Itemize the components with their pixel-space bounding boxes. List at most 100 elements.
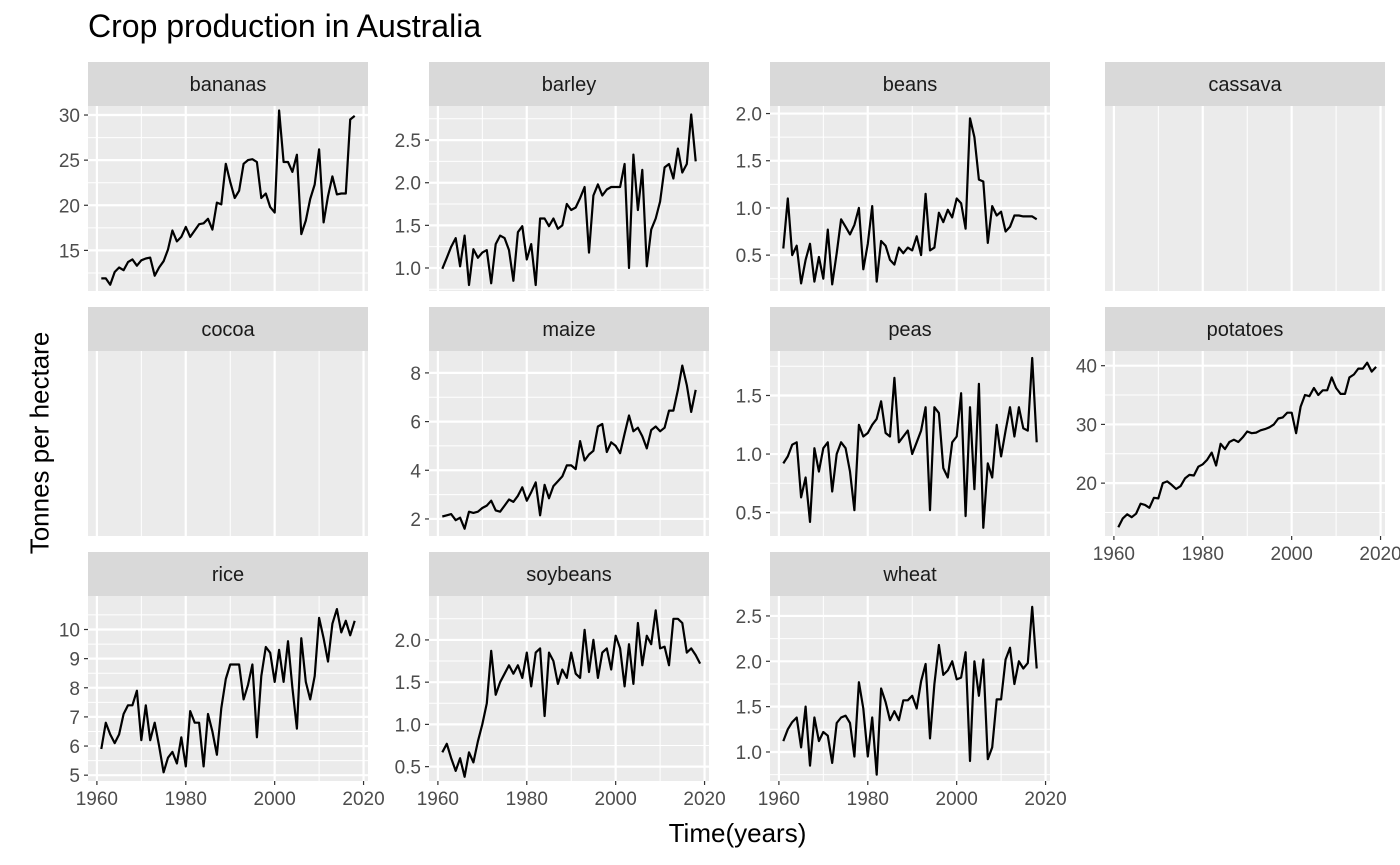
- y-tick-label: 2.0: [736, 652, 762, 673]
- y-axis-title: Tonnes per hectare: [24, 331, 55, 555]
- facet-strip-label: wheat: [882, 564, 937, 586]
- facet-strip-label: cocoa: [201, 319, 255, 341]
- y-tick-label: 7: [69, 708, 80, 729]
- y-tick-label: 8: [69, 679, 80, 700]
- facet-strip-label: soybeans: [526, 564, 612, 586]
- facet-strip: [770, 552, 1050, 596]
- y-tick-label: 15: [59, 241, 80, 262]
- facet-panel-maize: maize 2 4 6 8: [410, 307, 709, 536]
- x-tick-label: 2000: [595, 789, 637, 810]
- y-tick-label: 5: [69, 766, 80, 787]
- facet-strip: [88, 307, 368, 351]
- x-axis-title: Time(years): [668, 818, 807, 848]
- facet-strip: [429, 62, 709, 106]
- x-tick-label: 1960: [76, 789, 118, 810]
- y-tick-label: 1.0: [395, 259, 421, 280]
- y-tick-label: 1.5: [736, 698, 762, 719]
- y-tick-label: 1.5: [736, 152, 762, 173]
- facet-strip: [770, 307, 1050, 351]
- series-line-potatoes: [1117, 361, 1377, 528]
- series-line-rice: [100, 607, 356, 774]
- facet-strip-label: barley: [542, 74, 596, 96]
- facet-panel-cocoa: cocoa: [88, 307, 368, 536]
- x-tick-label: 2000: [936, 789, 978, 810]
- series-line-wheat: [782, 605, 1038, 776]
- y-tick-label: 2.5: [395, 131, 421, 152]
- y-tick-label: 8: [410, 364, 421, 385]
- facet-strip: [429, 552, 709, 596]
- facet-strip: [88, 62, 368, 106]
- x-tick-label: 1960: [417, 789, 459, 810]
- series-line-soybeans: [441, 609, 702, 778]
- y-tick-label: 9: [69, 650, 80, 671]
- facet-panel-wheat: wheat 1.0 1.5 2.0 2.5 1960 1980 2000 2020: [736, 552, 1067, 810]
- y-tick-label: 0.5: [395, 758, 421, 779]
- y-tick-label: 10: [59, 621, 80, 642]
- x-tick-label: 2020: [1024, 789, 1066, 810]
- y-tick-label: 1.0: [736, 743, 762, 764]
- series-line-peas: [782, 356, 1038, 529]
- y-tick-label: 0.5: [736, 504, 762, 525]
- facet-strip-label: cassava: [1208, 74, 1282, 96]
- y-tick-label: 25: [59, 151, 80, 172]
- facet-strip-label: peas: [888, 319, 931, 341]
- facet-strip-label: maize: [542, 319, 595, 341]
- facet-strip: [1105, 307, 1385, 351]
- facet-strip: [88, 552, 368, 596]
- y-tick-label: 2.0: [395, 631, 421, 652]
- y-tick-label: 20: [1076, 474, 1097, 495]
- y-tick-label: 6: [410, 413, 421, 434]
- y-tick-label: 4: [410, 461, 421, 482]
- y-tick-label: 1.0: [736, 199, 762, 220]
- y-tick-label: 20: [59, 196, 80, 217]
- y-tick-label: 2.0: [736, 105, 762, 126]
- y-tick-label: 2.0: [395, 174, 421, 195]
- facet-strip-label: rice: [212, 564, 244, 586]
- y-tick-label: 1.0: [736, 445, 762, 466]
- x-tick-label: 1980: [847, 789, 889, 810]
- series-line-bananas: [101, 109, 356, 286]
- facet-strip-label: beans: [883, 74, 938, 96]
- facet-panel-bananas: bananas 15 20 25 30: [59, 62, 368, 291]
- plot-panel: [1105, 106, 1385, 291]
- facet-panel-cassava: cassava: [1105, 62, 1385, 291]
- facet-panel-potatoes: potatoes 20 30 40 1960 1980 2000 2020: [1076, 307, 1400, 565]
- x-tick-label: 2020: [342, 789, 384, 810]
- facet-strip-label: bananas: [190, 74, 267, 96]
- plot-panel: [88, 106, 368, 291]
- plot-panel: [1105, 351, 1385, 536]
- x-tick-label: 1980: [1182, 544, 1224, 565]
- x-tick-label: 1980: [506, 789, 548, 810]
- x-tick-label: 1980: [165, 789, 207, 810]
- x-tick-label: 2020: [1359, 544, 1400, 565]
- chart-title: Crop production in Australia: [88, 8, 482, 44]
- x-tick-label: 2000: [254, 789, 296, 810]
- y-tick-label: 2: [410, 510, 421, 531]
- facet-panel-soybeans: soybeans 0.5 1.0 1.5 2.0 1960 1980 2000 2020: [395, 552, 726, 810]
- facet-strip: [429, 307, 709, 351]
- series-line-maize: [442, 364, 697, 530]
- y-tick-label: 1.5: [395, 673, 421, 694]
- facet-panel-peas: peas 0.5 1.0 1.5: [736, 307, 1050, 536]
- y-tick-label: 1.0: [395, 715, 421, 736]
- y-tick-label: 1.5: [736, 386, 762, 407]
- facet-strip: [770, 62, 1050, 106]
- plot-panel: [88, 351, 368, 536]
- y-tick-label: 6: [69, 737, 80, 758]
- facet-strip: [1105, 62, 1385, 106]
- plot-panel: [429, 596, 709, 781]
- y-tick-label: 2.5: [736, 607, 762, 628]
- x-tick-label: 1960: [1093, 544, 1135, 565]
- x-tick-label: 2020: [683, 789, 725, 810]
- series-line-beans: [782, 117, 1038, 286]
- x-tick-label: 1960: [758, 789, 800, 810]
- y-tick-label: 1.5: [395, 216, 421, 237]
- y-tick-label: 40: [1076, 357, 1097, 378]
- y-tick-label: 30: [1076, 415, 1097, 436]
- facet-panel-barley: barley 1.0 1.5 2.0 2.5: [395, 62, 709, 291]
- plot-panel: [429, 351, 709, 536]
- y-tick-label: 30: [59, 106, 80, 127]
- series-line-barley: [441, 113, 697, 287]
- facet-panel-beans: beans 0.5 1.0 1.5 2.0: [736, 62, 1050, 291]
